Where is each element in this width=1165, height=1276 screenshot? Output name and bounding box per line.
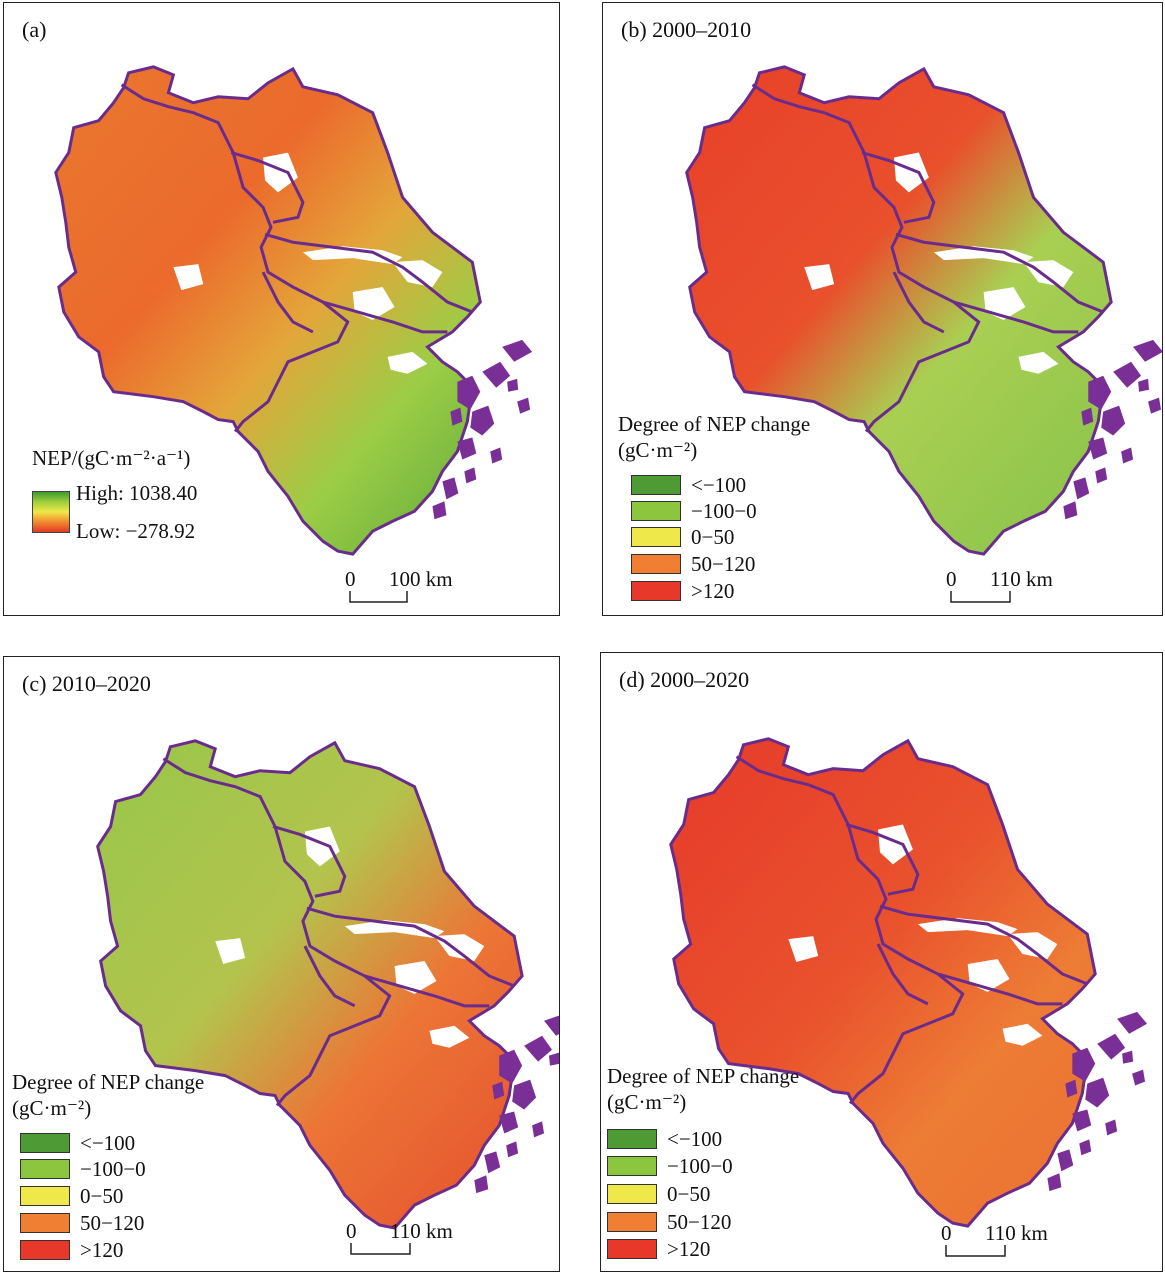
legend-label: −100−0 [80,1156,146,1181]
legend-item-c: >120 [20,1238,123,1262]
nep-legend-title: NEP/(gC·m⁻²·a⁻¹) [32,446,191,470]
legend-swatch [631,475,681,495]
legend-label: 50−120 [667,1209,732,1234]
panel-b: (b) 2000–2010 Degree of NEP change (gC·m… [602,2,1163,616]
panel-a: (a) NEP/(gC·m⁻²·a⁻¹) High: 1038.40 Low: … [3,2,560,616]
legend-swatch [20,1213,70,1233]
scale-zero-d: 0 [941,1221,952,1245]
legend-label: 0−50 [667,1181,711,1206]
legend-swatch [607,1129,657,1149]
scale-zero-a: 0 [345,567,356,591]
panel-c: (c) 2010–2020 Degree of NEP change (gC·m… [3,656,560,1272]
change-legend-title-d: Degree of NEP change [607,1064,800,1088]
change-legend-title-b: Degree of NEP change [618,412,811,436]
legend-swatch [631,527,681,547]
legend-item-b: >120 [631,579,734,603]
legend-swatch [20,1186,70,1206]
legend-swatch [631,501,681,521]
legend-item-b: −100−0 [631,499,757,523]
nep-gradient-bar [32,491,70,533]
panel-b-label: (b) 2000–2010 [621,17,752,42]
legend-label: 50−120 [80,1210,145,1235]
legend-label: 0−50 [691,524,735,549]
scale-dist-a: 100 km [389,567,453,591]
legend-label: 50−120 [691,551,756,576]
legend-swatch [20,1133,70,1153]
change-legend-unit-d: (gC·m⁻²) [607,1090,687,1114]
legend-label: <−100 [691,472,747,497]
legend-swatch [607,1156,657,1176]
legend-label: >120 [80,1237,124,1262]
nep-high-label: High: 1038.40 [76,481,198,505]
nep-change-map-b [685,65,1162,556]
change-legend-title-c: Degree of NEP change [12,1070,205,1094]
scale-bar-c [350,1243,411,1255]
legend-label: <−100 [667,1126,723,1151]
legend-item-c: 0−50 [20,1184,123,1208]
change-legend-unit-c: (gC·m⁻²) [12,1096,92,1120]
legend-item-c: <−100 [20,1131,135,1155]
scale-bar-a [349,591,408,603]
legend-swatch [607,1239,657,1259]
legend-swatch [607,1212,657,1232]
legend-item-d: 0−50 [607,1182,710,1206]
legend-label: −100−0 [691,498,757,523]
legend-swatch [631,554,681,574]
scale-dist-b: 110 km [990,567,1053,591]
legend-item-d: <−100 [607,1127,722,1151]
legend-label: −100−0 [667,1153,733,1178]
panel-d-label: (d) 2000–2020 [619,667,750,692]
scale-bar-d [945,1245,1006,1257]
scale-zero-c: 0 [346,1219,357,1243]
legend-label: 0−50 [80,1183,124,1208]
legend-swatch [607,1184,657,1204]
legend-swatch [631,581,681,601]
legend-label: <−100 [80,1130,136,1155]
scale-dist-c: 110 km [390,1219,453,1243]
legend-item-c: −100−0 [20,1157,146,1181]
scale-zero-b: 0 [946,567,957,591]
panel-a-label: (a) [22,17,47,42]
legend-swatch [20,1240,70,1260]
legend-item-c: 50−120 [20,1211,144,1235]
change-legend-unit-b: (gC·m⁻²) [618,438,698,462]
legend-swatch [20,1159,70,1179]
legend-item-b: 0−50 [631,525,734,549]
panel-c-label: (c) 2010–2020 [22,671,151,696]
legend-item-d: −100−0 [607,1154,733,1178]
legend-item-b: <−100 [631,473,746,497]
legend-item-b: 50−120 [631,552,755,576]
scale-dist-d: 110 km [985,1221,1048,1245]
scale-bar-b [950,591,1011,603]
panel-d: (d) 2000–2020 Degree of NEP change (gC·m… [600,652,1163,1272]
nep-low-label: Low: −278.92 [76,519,196,543]
legend-label: >120 [691,578,735,603]
legend-label: >120 [667,1236,711,1261]
legend-item-d: 50−120 [607,1210,731,1234]
legend-item-d: >120 [607,1237,710,1261]
